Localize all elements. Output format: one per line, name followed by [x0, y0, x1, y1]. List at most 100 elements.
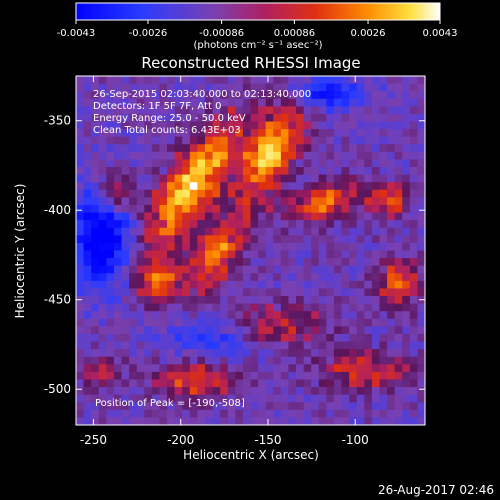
heatmap-cell	[242, 98, 252, 107]
heatmap-cell	[121, 341, 130, 350]
heatmap-cell	[159, 402, 168, 411]
heatmap-cell	[91, 121, 100, 130]
heatmap-cell	[144, 280, 153, 290]
heatmap-cell	[379, 189, 388, 198]
heatmap-cell	[258, 349, 267, 358]
heatmap-cell	[91, 280, 100, 290]
heatmap-cell	[296, 174, 305, 183]
heatmap-cell	[326, 204, 335, 214]
heatmap-cell	[250, 106, 259, 115]
heatmap-cell	[220, 212, 229, 221]
heatmap-cell	[212, 159, 221, 168]
heatmap-cell	[167, 371, 176, 381]
heatmap-cell	[349, 212, 358, 221]
heatmap-cell	[204, 212, 214, 221]
heatmap-cell	[265, 371, 274, 381]
heatmap-cell	[364, 379, 373, 388]
heatmap-cell	[242, 167, 252, 176]
heatmap-cell	[356, 265, 365, 274]
heatmap-cell	[273, 333, 282, 343]
heatmap-cell	[235, 174, 244, 183]
heatmap-cell	[235, 258, 244, 267]
heatmap-cell	[402, 326, 411, 335]
heatmap-cell	[409, 371, 419, 381]
heatmap-cell	[113, 387, 123, 396]
heatmap-cell	[242, 227, 252, 236]
heatmap-cell	[341, 129, 350, 138]
heatmap-cell	[113, 371, 123, 381]
heatmap-cell	[326, 387, 335, 396]
heatmap-cell	[341, 106, 350, 115]
heatmap-cell	[333, 288, 343, 297]
heatmap-cell	[296, 167, 305, 176]
heatmap-cell	[296, 121, 305, 130]
heatmap-cell	[136, 303, 145, 312]
heatmap-cell	[387, 83, 396, 92]
heatmap-cell	[356, 250, 365, 259]
heatmap-cell	[265, 136, 274, 145]
heatmap-cell	[91, 212, 100, 221]
heatmap-cell	[250, 121, 259, 130]
heatmap-cell	[417, 159, 425, 168]
heatmap-cell	[129, 167, 138, 176]
heatmap-cell	[182, 296, 191, 305]
heatmap-cell	[106, 151, 115, 161]
heatmap-cell	[379, 356, 388, 365]
heatmap-cell	[311, 387, 320, 396]
heatmap-cell	[303, 273, 312, 282]
heatmap-cell	[144, 326, 153, 335]
heatmap-cell	[91, 159, 100, 168]
heatmap-cell	[288, 333, 297, 343]
heatmap-cell	[394, 121, 403, 130]
heatmap-cell	[106, 311, 115, 320]
heatmap-cell	[113, 394, 123, 403]
heatmap-cell	[318, 288, 327, 297]
heatmap-cell	[159, 235, 168, 244]
heatmap-cell	[265, 242, 274, 252]
heatmap-cell	[417, 394, 425, 403]
heatmap-cell	[258, 288, 267, 297]
heatmap-cell	[204, 273, 214, 282]
heatmap-cell	[121, 189, 130, 198]
heatmap-cell	[387, 136, 396, 145]
heatmap-cell	[151, 258, 161, 267]
heatmap-cell	[364, 113, 373, 123]
heatmap-cell	[318, 409, 327, 419]
heatmap-cell	[197, 364, 206, 373]
heatmap-cell	[258, 144, 267, 153]
heatmap-cell	[129, 265, 138, 274]
heatmap-cell	[235, 364, 244, 373]
heatmap-cell	[258, 417, 267, 425]
peak-position-label: Position of Peak = [-190,-508]	[95, 398, 245, 409]
heatmap-cell	[204, 349, 214, 358]
heatmap-cell	[242, 318, 252, 327]
heatmap-cell	[220, 227, 229, 236]
heatmap-cell	[273, 303, 282, 312]
heatmap-cell	[250, 189, 259, 198]
heatmap-cell	[174, 258, 183, 267]
heatmap-cell	[151, 91, 161, 100]
heatmap-cell	[83, 379, 92, 388]
heatmap-cell	[303, 235, 312, 244]
heatmap-cell	[144, 288, 153, 297]
heatmap-cell	[151, 417, 161, 425]
heatmap-cell	[151, 76, 161, 85]
heatmap-cell	[333, 387, 343, 396]
heatmap-cell	[106, 394, 115, 403]
heatmap-cell	[129, 273, 138, 282]
heatmap-cell	[402, 167, 411, 176]
heatmap-cell	[387, 379, 396, 388]
heatmap-cell	[144, 356, 153, 365]
heatmap-cell	[91, 258, 100, 267]
heatmap-cell	[129, 356, 138, 365]
heatmap-cell	[394, 98, 403, 107]
heatmap-cell	[288, 235, 297, 244]
heatmap-cell	[394, 273, 403, 282]
heatmap-cell	[129, 409, 138, 419]
heatmap-cell	[379, 83, 388, 92]
heatmap-cell	[242, 280, 252, 290]
heatmap-cell	[349, 76, 358, 85]
heatmap-cell	[379, 174, 388, 183]
heatmap-cell	[106, 197, 115, 206]
heatmap-cell	[356, 113, 365, 123]
